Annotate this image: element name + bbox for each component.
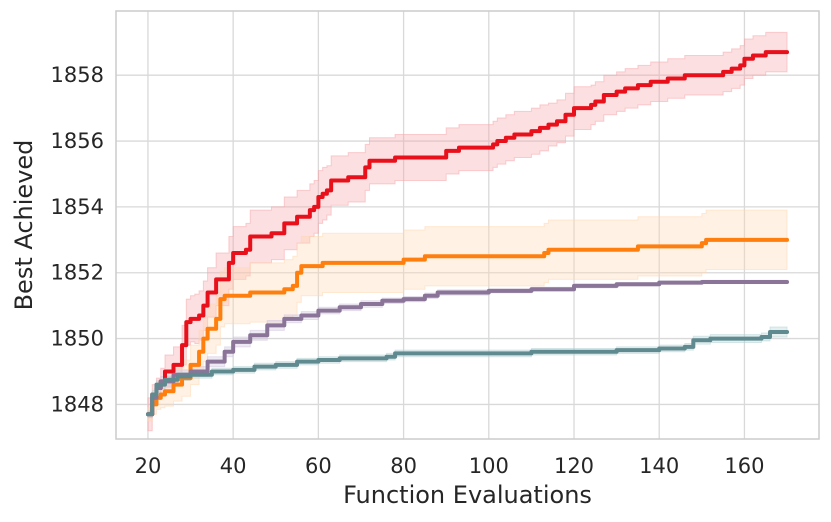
x-tick-label: 20 [135,454,162,478]
series-line-1 [145,237,790,417]
series-line-0 [145,50,790,417]
plot-frame [115,10,820,440]
y-tick-label: 1852 [51,261,104,285]
x-tick-label: 60 [305,454,332,478]
x-tick-label: 160 [724,454,764,478]
series-band-1 [147,209,788,422]
y-tick-label: 1848 [51,392,104,416]
y-tick-label: 1850 [51,327,104,351]
x-tick-labels: 20 40 60 80 100 120 140 160 [135,454,765,478]
series-lines [145,50,790,417]
y-axis-label: Best Achieved [10,140,38,311]
y-tick-labels: 1848 1850 1852 1854 1856 1858 [51,63,104,416]
x-tick-label: 100 [469,454,509,478]
x-axis-label: Function Evaluations [343,481,592,509]
x-tick-label: 80 [390,454,417,478]
series-line-3 [145,330,790,417]
x-tick-label: 120 [554,454,594,478]
y-tick-label: 1858 [51,63,104,87]
y-tick-label: 1854 [51,195,104,219]
y-tick-label: 1856 [51,129,104,153]
x-tick-label: 140 [639,454,679,478]
x-tick-label: 40 [220,454,247,478]
